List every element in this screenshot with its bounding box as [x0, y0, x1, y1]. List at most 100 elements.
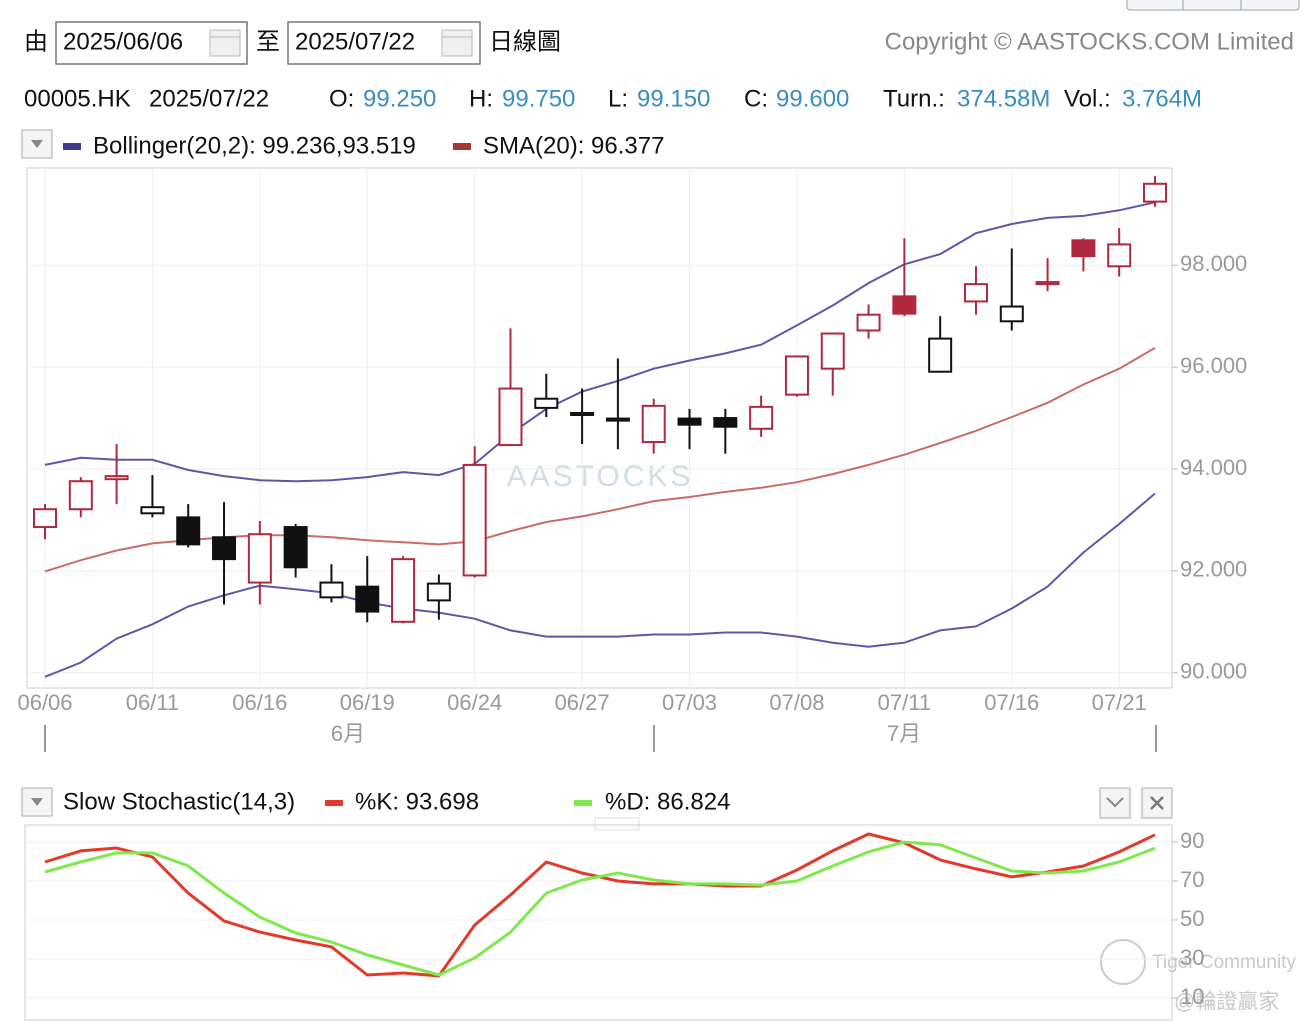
candle-body: [1107, 243, 1132, 268]
close-value: 99.600: [776, 85, 849, 112]
candle-body: [212, 536, 237, 561]
candle-body: [1071, 239, 1096, 258]
turnover-value: 374.58M: [957, 85, 1050, 112]
close-label: C:: [744, 85, 768, 112]
watermark: Tiger Community: [1152, 952, 1296, 973]
legend-label: SMA(20): 96.377: [483, 132, 664, 159]
from-date: 2025/06/06: [63, 28, 183, 55]
candle-body: [641, 404, 666, 444]
open-value: 99.250: [363, 85, 436, 112]
period[interactable]: 日線圖: [489, 28, 561, 55]
toolbar-buttons[interactable]: [1126, 0, 1300, 11]
dropdown-arrow: [31, 140, 43, 148]
candle-body: [570, 411, 595, 417]
x-tick-label: 06/24: [447, 690, 502, 715]
legend-swatch: [325, 800, 343, 806]
symbol: 00005.HK: [24, 85, 131, 112]
indicator-line: [44, 201, 1156, 483]
x-tick-label: 07/03: [662, 690, 717, 715]
series-line: [44, 840, 1156, 977]
calendar-icon[interactable]: [209, 29, 241, 57]
candle-body: [928, 337, 953, 373]
candle-body: [391, 558, 416, 623]
collapse-icon: [1106, 797, 1124, 808]
volume-value: 3.764M: [1122, 85, 1202, 112]
indicator-line: [44, 492, 1156, 678]
candle-body: [605, 417, 630, 422]
candle-body: [1143, 182, 1167, 203]
legend-label: %D: 86.824: [605, 788, 730, 815]
close-icon: [1150, 796, 1164, 810]
x-tick-label: 07/16: [984, 690, 1039, 715]
candle-body: [319, 581, 344, 599]
x-tick-label: 06/19: [340, 690, 395, 715]
candle-body: [784, 355, 809, 396]
month-label: 6月: [331, 721, 365, 746]
candle-body: [426, 582, 451, 602]
copyright: Copyright © AASTOCKS.COM Limited: [885, 28, 1294, 55]
to-label: 至: [256, 28, 280, 55]
x-tick-label: 07/11: [878, 690, 931, 715]
watermark: @輪證贏家: [1174, 991, 1279, 1014]
high-value: 99.750: [502, 85, 575, 112]
candle-body: [68, 480, 93, 511]
main-plot-frame: [26, 167, 1173, 689]
legend-swatch: [63, 143, 81, 150]
candle-body: [176, 516, 201, 546]
y-tick-label: 94.000: [1180, 455, 1247, 480]
y-tick-label: 96.000: [1180, 353, 1247, 378]
dropdown-arrow: [31, 798, 43, 806]
x-tick-label: 06/27: [555, 690, 610, 715]
candle-body: [498, 387, 523, 447]
calendar-icon[interactable]: [441, 29, 473, 57]
turnover-label: Turn.:: [883, 85, 945, 112]
y-tick-label: 90: [1180, 828, 1204, 853]
x-tick-label: 06/06: [17, 690, 72, 715]
candle-body: [104, 475, 129, 481]
candle-body: [140, 506, 165, 515]
y-tick-label: 98.000: [1180, 251, 1247, 276]
legend-label: %K: 93.698: [355, 788, 479, 815]
indicator-title: Slow Stochastic(14,3): [63, 788, 295, 815]
collapse-button[interactable]: [1099, 787, 1131, 819]
candle-body: [355, 585, 380, 613]
y-tick-label: 92.000: [1180, 557, 1247, 582]
volume-label: Vol.:: [1064, 85, 1111, 112]
legend-swatch: [453, 143, 471, 150]
stochastic-plot-frame: [24, 824, 1173, 1021]
x-tick-label: 06/16: [232, 690, 287, 715]
y-tick-label: 90.000: [1180, 659, 1247, 684]
legend-swatch: [574, 800, 592, 806]
open-label: O:: [329, 85, 354, 112]
candle-body: [677, 417, 702, 426]
x-tick-label: 07/21: [1092, 690, 1147, 715]
candle-body: [749, 405, 774, 430]
y-tick-label: 50: [1180, 906, 1204, 931]
legend-label: Bollinger(20,2): 99.236,93.519: [93, 132, 416, 159]
candle-body: [856, 313, 881, 332]
candle-body: [283, 526, 308, 569]
candle-body: [999, 305, 1024, 323]
candle-body: [534, 397, 559, 409]
to-date: 2025/07/22: [295, 28, 415, 55]
candle-body: [1035, 281, 1060, 286]
y-tick-label: 70: [1180, 867, 1204, 892]
low-label: L:: [608, 85, 628, 112]
y-tick-label: 10: [1180, 984, 1204, 1009]
x-tick-label: 06/11: [126, 690, 179, 715]
x-tick-label: 07/08: [769, 690, 824, 715]
quote-date: 2025/07/22: [149, 85, 269, 112]
low-value: 99.150: [637, 85, 710, 112]
candle-body: [247, 533, 272, 584]
watermark-logo: [1100, 939, 1146, 985]
high-label: H:: [469, 85, 493, 112]
candle-body: [33, 508, 57, 529]
y-tick-label: 30: [1180, 945, 1204, 970]
candle-body: [820, 332, 845, 370]
candle-body: [713, 417, 738, 428]
watermark: AASTOCKS: [507, 460, 694, 493]
candle-body: [963, 283, 988, 303]
resize-handle[interactable]: [594, 817, 640, 831]
candle-body: [892, 295, 917, 315]
